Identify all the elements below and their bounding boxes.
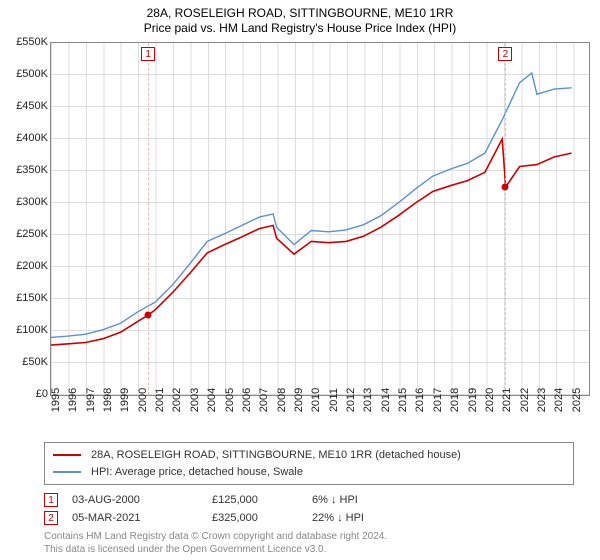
x-tick-label: 2015 [397,388,409,412]
x-tick-label: 1998 [102,388,114,412]
event-marker-box: 1 [141,47,155,61]
legend-item: 28A, ROSELEIGH ROAD, SITTINGBOURNE, ME10… [53,447,565,464]
event-date: 05-MAR-2021 [72,512,212,524]
chart-area: 12 £0£50K£100K£150K£200K£250K£300K£350K£… [0,42,600,426]
title-line-2: Price paid vs. HM Land Registry's House … [0,21,600,36]
x-tick-label: 1997 [85,388,97,412]
y-tick-label: £350K [16,164,48,176]
series-line [51,73,572,337]
x-tick-label: 2016 [414,388,426,412]
x-tick-label: 2009 [293,388,305,412]
legend-swatch [53,471,81,473]
event-price: £325,000 [212,512,312,524]
legend-label: HPI: Average price, detached house, Swal… [91,466,303,478]
x-tick-label: 2007 [258,388,270,412]
x-tick-label: 2020 [484,388,496,412]
y-tick-label: £400K [16,132,48,144]
x-tick-label: 2008 [276,388,288,412]
event-delta: 22% ↓ HPI [312,512,442,524]
x-tick-label: 2017 [432,388,444,412]
x-tick-label: 2012 [345,388,357,412]
plot-area: 12 [50,42,590,396]
y-tick-label: £50K [22,356,48,368]
x-tick-label: 2019 [467,388,479,412]
y-tick-label: £550K [16,36,48,48]
footer-line-1: Contains HM Land Registry data © Crown c… [44,530,387,543]
x-tick-label: 2014 [380,388,392,412]
y-tick-label: £250K [16,228,48,240]
y-tick-label: £0 [36,388,48,400]
x-tick-label: 2003 [189,388,201,412]
x-tick-label: 2000 [137,388,149,412]
title-block: 28A, ROSELEIGH ROAD, SITTINGBOURNE, ME10… [0,0,600,36]
event-row: 1 03-AUG-2000£125,0006% ↓ HPI [44,493,574,507]
event-marker-dot [502,184,509,191]
y-tick-label: £500K [16,68,48,80]
x-tick-label: 2002 [171,388,183,412]
event-date: 03-AUG-2000 [72,494,212,506]
legend-label: 28A, ROSELEIGH ROAD, SITTINGBOURNE, ME10… [91,449,461,461]
y-tick-label: £450K [16,100,48,112]
line-series-svg [51,43,589,395]
x-tick-label: 1999 [119,388,131,412]
x-tick-label: 2024 [553,388,565,412]
event-marker-line [148,43,149,395]
x-tick-label: 2004 [206,388,218,412]
series-line [51,139,572,345]
event-row-marker: 1 [44,493,58,507]
event-marker-dot [145,312,152,319]
event-row-marker: 2 [44,511,58,525]
footer-line-2: This data is licensed under the Open Gov… [44,543,387,556]
x-tick-label: 2001 [154,388,166,412]
x-tick-label: 2023 [536,388,548,412]
x-tick-label: 1996 [67,388,79,412]
x-tick-label: 2018 [449,388,461,412]
events-table: 1 03-AUG-2000£125,0006% ↓ HPI 2 05-MAR-2021… [44,493,574,525]
y-tick-label: £200K [16,260,48,272]
x-tick-label: 2010 [310,388,322,412]
event-marker-box: 2 [498,47,512,61]
chart-container: 28A, ROSELEIGH ROAD, SITTINGBOURNE, ME10… [0,0,600,560]
x-tick-label: 2013 [362,388,374,412]
x-tick-label: 1995 [50,388,62,412]
x-tick-label: 2025 [571,388,583,412]
y-tick-label: £100K [16,324,48,336]
x-tick-label: 2006 [241,388,253,412]
title-line-1: 28A, ROSELEIGH ROAD, SITTINGBOURNE, ME10… [0,6,600,21]
event-row: 2 05-MAR-2021£325,00022% ↓ HPI [44,511,574,525]
x-tick-label: 2011 [328,388,340,412]
legend-swatch [53,454,81,456]
y-tick-label: £150K [16,292,48,304]
x-tick-label: 2021 [501,388,513,412]
event-delta: 6% ↓ HPI [312,494,442,506]
x-tick-label: 2005 [224,388,236,412]
event-marker-line [505,43,506,395]
y-tick-label: £300K [16,196,48,208]
footer: Contains HM Land Registry data © Crown c… [44,530,387,556]
legend-block: 28A, ROSELEIGH ROAD, SITTINGBOURNE, ME10… [44,442,574,529]
legend-box: 28A, ROSELEIGH ROAD, SITTINGBOURNE, ME10… [44,442,574,485]
x-tick-label: 2022 [519,388,531,412]
legend-item: HPI: Average price, detached house, Swal… [53,464,565,481]
event-price: £125,000 [212,494,312,506]
